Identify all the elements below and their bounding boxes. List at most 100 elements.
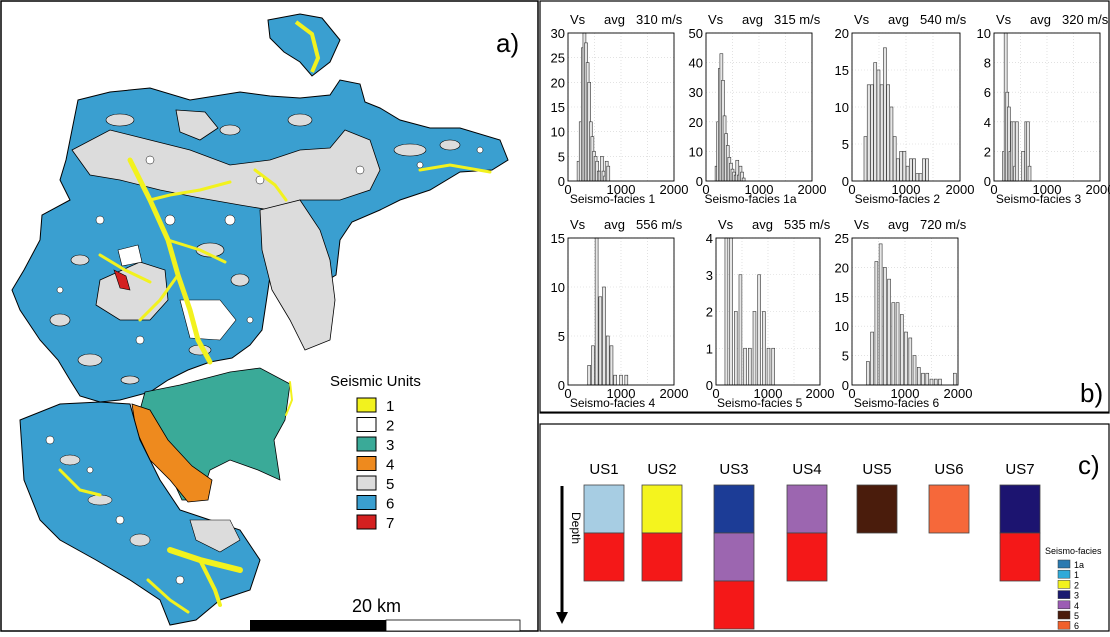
vs-label: Vs — [570, 217, 586, 232]
facies-block — [999, 484, 1041, 534]
facies-swatch-1a — [1057, 559, 1071, 569]
facies-label: Seismo-facies 4 — [570, 396, 656, 410]
y-tick-label: 10 — [835, 319, 849, 334]
x-tick-label: 0 — [564, 182, 571, 197]
hist-bar — [938, 378, 942, 386]
x-tick-label: 2000 — [1086, 182, 1110, 197]
x-tick-label: 1000 — [892, 182, 921, 197]
y-tick-label: 10 — [551, 280, 565, 295]
hist-bar — [771, 347, 775, 386]
y-tick-label: 5 — [842, 137, 849, 152]
hist-bar — [873, 62, 878, 182]
facies-block — [999, 532, 1041, 582]
y-tick-label: 15 — [835, 290, 849, 305]
hist-bar — [1015, 121, 1019, 182]
scale-label: 20 km — [352, 596, 401, 616]
avg-value: 556 m/s — [636, 217, 683, 232]
legend-label-4: 4 — [386, 457, 394, 474]
facies-label: Seismo-facies 1a — [704, 192, 796, 206]
hist-bar — [895, 302, 900, 386]
y-tick-label: 0 — [842, 174, 849, 189]
avg-value: 540 m/s — [920, 12, 967, 27]
facies-legend-label: 3 — [1074, 591, 1079, 601]
x-tick-label: 1000 — [891, 386, 920, 401]
avg-value: 720 m/s — [920, 217, 967, 232]
y-tick-label: 20 — [835, 260, 849, 275]
legend-label-5: 5 — [386, 476, 394, 493]
y-tick-label: 5 — [558, 149, 565, 164]
x-tick-label: 1000 — [607, 182, 636, 197]
column-us1: US1 — [583, 461, 625, 582]
hist-bar — [870, 84, 874, 182]
avg-label: avg — [752, 217, 773, 232]
facies-legend-label: 1a — [1074, 560, 1084, 570]
histogram-2: 0 10 20 30 40 50 0 1000 2000 Vs avg 315 m/s Seismo-f… — [689, 12, 827, 206]
map-small-polygons — [49, 113, 461, 385]
hist-bar — [912, 158, 916, 182]
y-tick-label: 15 — [551, 231, 565, 246]
hist-bar — [933, 378, 938, 386]
map-unit5-west — [95, 261, 169, 321]
legend-swatch-2 — [356, 417, 377, 432]
facies-swatch-4 — [1057, 600, 1071, 610]
avg-label: avg — [888, 12, 909, 27]
map-unit5-north — [71, 129, 381, 211]
y-tick-label: 10 — [977, 26, 991, 41]
legend-label-3: 3 — [386, 437, 394, 454]
hist-bar — [743, 347, 747, 386]
hist-bar — [1027, 165, 1032, 182]
map-island — [267, 13, 341, 77]
hist-bar — [729, 237, 733, 386]
legend-label-2: 2 — [386, 418, 394, 435]
x-tick-label: 0 — [990, 182, 997, 197]
x-tick-label: 0 — [712, 386, 719, 401]
hist-bar — [909, 158, 913, 182]
y-tick-label: 2 — [984, 144, 991, 159]
y-tick-label: 40 — [689, 56, 703, 71]
hist-bar — [757, 274, 761, 386]
facies-swatch-5 — [1057, 610, 1071, 620]
facies-legend-label: 2 — [1074, 580, 1079, 590]
avg-label: avg — [604, 217, 625, 232]
x-tick-label: 0 — [702, 182, 709, 197]
hist-bar — [879, 84, 884, 182]
legend-title: Seismic Units — [330, 373, 421, 390]
hist-bar — [606, 165, 611, 182]
facies-block — [713, 484, 755, 534]
legend-swatch-1 — [356, 397, 377, 413]
hist-bar — [925, 158, 929, 182]
y-tick-label: 0 — [696, 174, 703, 189]
hist-bar — [883, 267, 887, 386]
vs-label: Vs — [854, 12, 870, 27]
y-tick-label: 10 — [689, 144, 703, 159]
legend-label-7: 7 — [386, 515, 394, 532]
hist-bar — [866, 84, 871, 182]
avg-label: avg — [1030, 12, 1051, 27]
facies-block — [641, 532, 683, 582]
depth-arrow: Depth — [556, 486, 583, 624]
map-unit5-east — [259, 199, 336, 351]
column-label: US5 — [862, 461, 891, 478]
hist-bar — [925, 372, 930, 386]
hist-bar — [953, 372, 957, 386]
facies-block — [713, 532, 755, 582]
facies-block — [928, 484, 970, 534]
y-tick-label: 0 — [558, 378, 565, 393]
y-tick-label: 0 — [984, 174, 991, 189]
facies-label: Seismo-facies 2 — [855, 192, 941, 206]
y-tick-label: 1 — [706, 341, 713, 356]
hist-bar — [889, 106, 894, 182]
column-us7: US7 — [999, 461, 1041, 582]
y-tick-label: 10 — [551, 125, 565, 140]
histogram-7: 0 5 10 15 20 25 0 1000 2000 Vs avg 720 m/s Seismo-fa… — [835, 217, 973, 410]
facies-label: Seismo-facies 6 — [854, 396, 940, 410]
facies-block — [641, 484, 683, 534]
hist-bar — [863, 136, 868, 182]
hist-bar — [921, 372, 925, 386]
facies-legend-title: Seismo-facies — [1045, 546, 1102, 556]
vs-label: Vs — [570, 12, 586, 27]
hist-bar — [591, 345, 595, 386]
map-unit7 — [113, 269, 131, 291]
column-label: US4 — [792, 461, 821, 478]
vs-label: Vs — [708, 12, 724, 27]
